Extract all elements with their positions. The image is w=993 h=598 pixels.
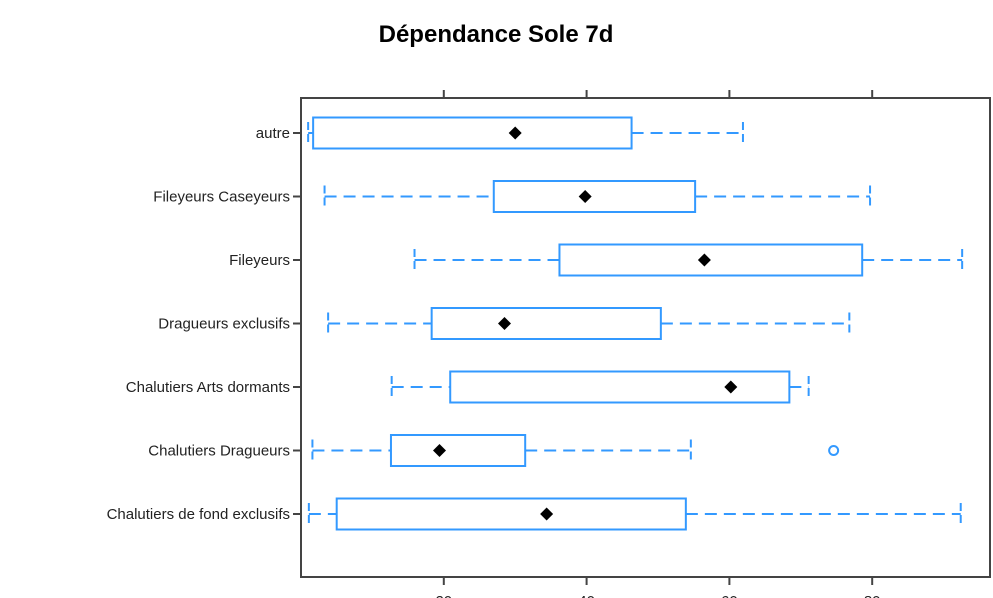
box-group: [327, 307, 851, 340]
box-group: [413, 243, 964, 277]
box-group: [307, 116, 744, 150]
median-marker: [697, 253, 711, 267]
outlier-point: [828, 445, 840, 456]
box-group: [390, 370, 810, 404]
category-labels: autre Fileyeurs Caseyeurs Fileyeurs Dragueu…: [107, 125, 301, 523]
category-label: Dragueurs exclusifs: [158, 316, 290, 333]
box-group: [311, 434, 840, 467]
median-marker: [540, 507, 554, 521]
x-tick-label: 60: [721, 593, 738, 598]
iqr-box: [312, 116, 633, 150]
median-marker: [497, 317, 511, 330]
iqr-box: [335, 497, 687, 531]
median-marker: [508, 126, 522, 140]
category-label: Chalutiers de fond exclusifs: [107, 506, 290, 523]
category-label: Fileyeurs: [229, 252, 290, 269]
box-group: [323, 180, 872, 213]
iqr-box: [389, 434, 527, 467]
median-marker: [578, 190, 592, 203]
x-tick-label: 20: [435, 593, 452, 598]
bottom-axis: 20 40 60 80: [435, 577, 881, 598]
category-label: Chalutiers Arts dormants: [126, 379, 290, 396]
category-label: Fileyeurs Caseyeurs: [153, 189, 290, 206]
box-series: [307, 116, 964, 531]
category-label: Chalutiers Dragueurs: [148, 443, 290, 460]
median-marker: [433, 444, 447, 457]
top-axis-ticks: [442, 90, 874, 98]
iqr-box: [558, 243, 864, 277]
x-tick-label: 40: [578, 593, 595, 598]
box-group: [307, 497, 962, 531]
iqr-box: [492, 180, 697, 213]
chart-title: Dépendance Sole 7d: [379, 21, 614, 48]
x-tick-label: 80: [864, 593, 881, 598]
iqr-box: [449, 370, 791, 404]
iqr-box: [430, 307, 662, 340]
category-label: autre: [256, 125, 290, 142]
median-marker: [724, 380, 738, 394]
plot-frame: [300, 97, 991, 578]
